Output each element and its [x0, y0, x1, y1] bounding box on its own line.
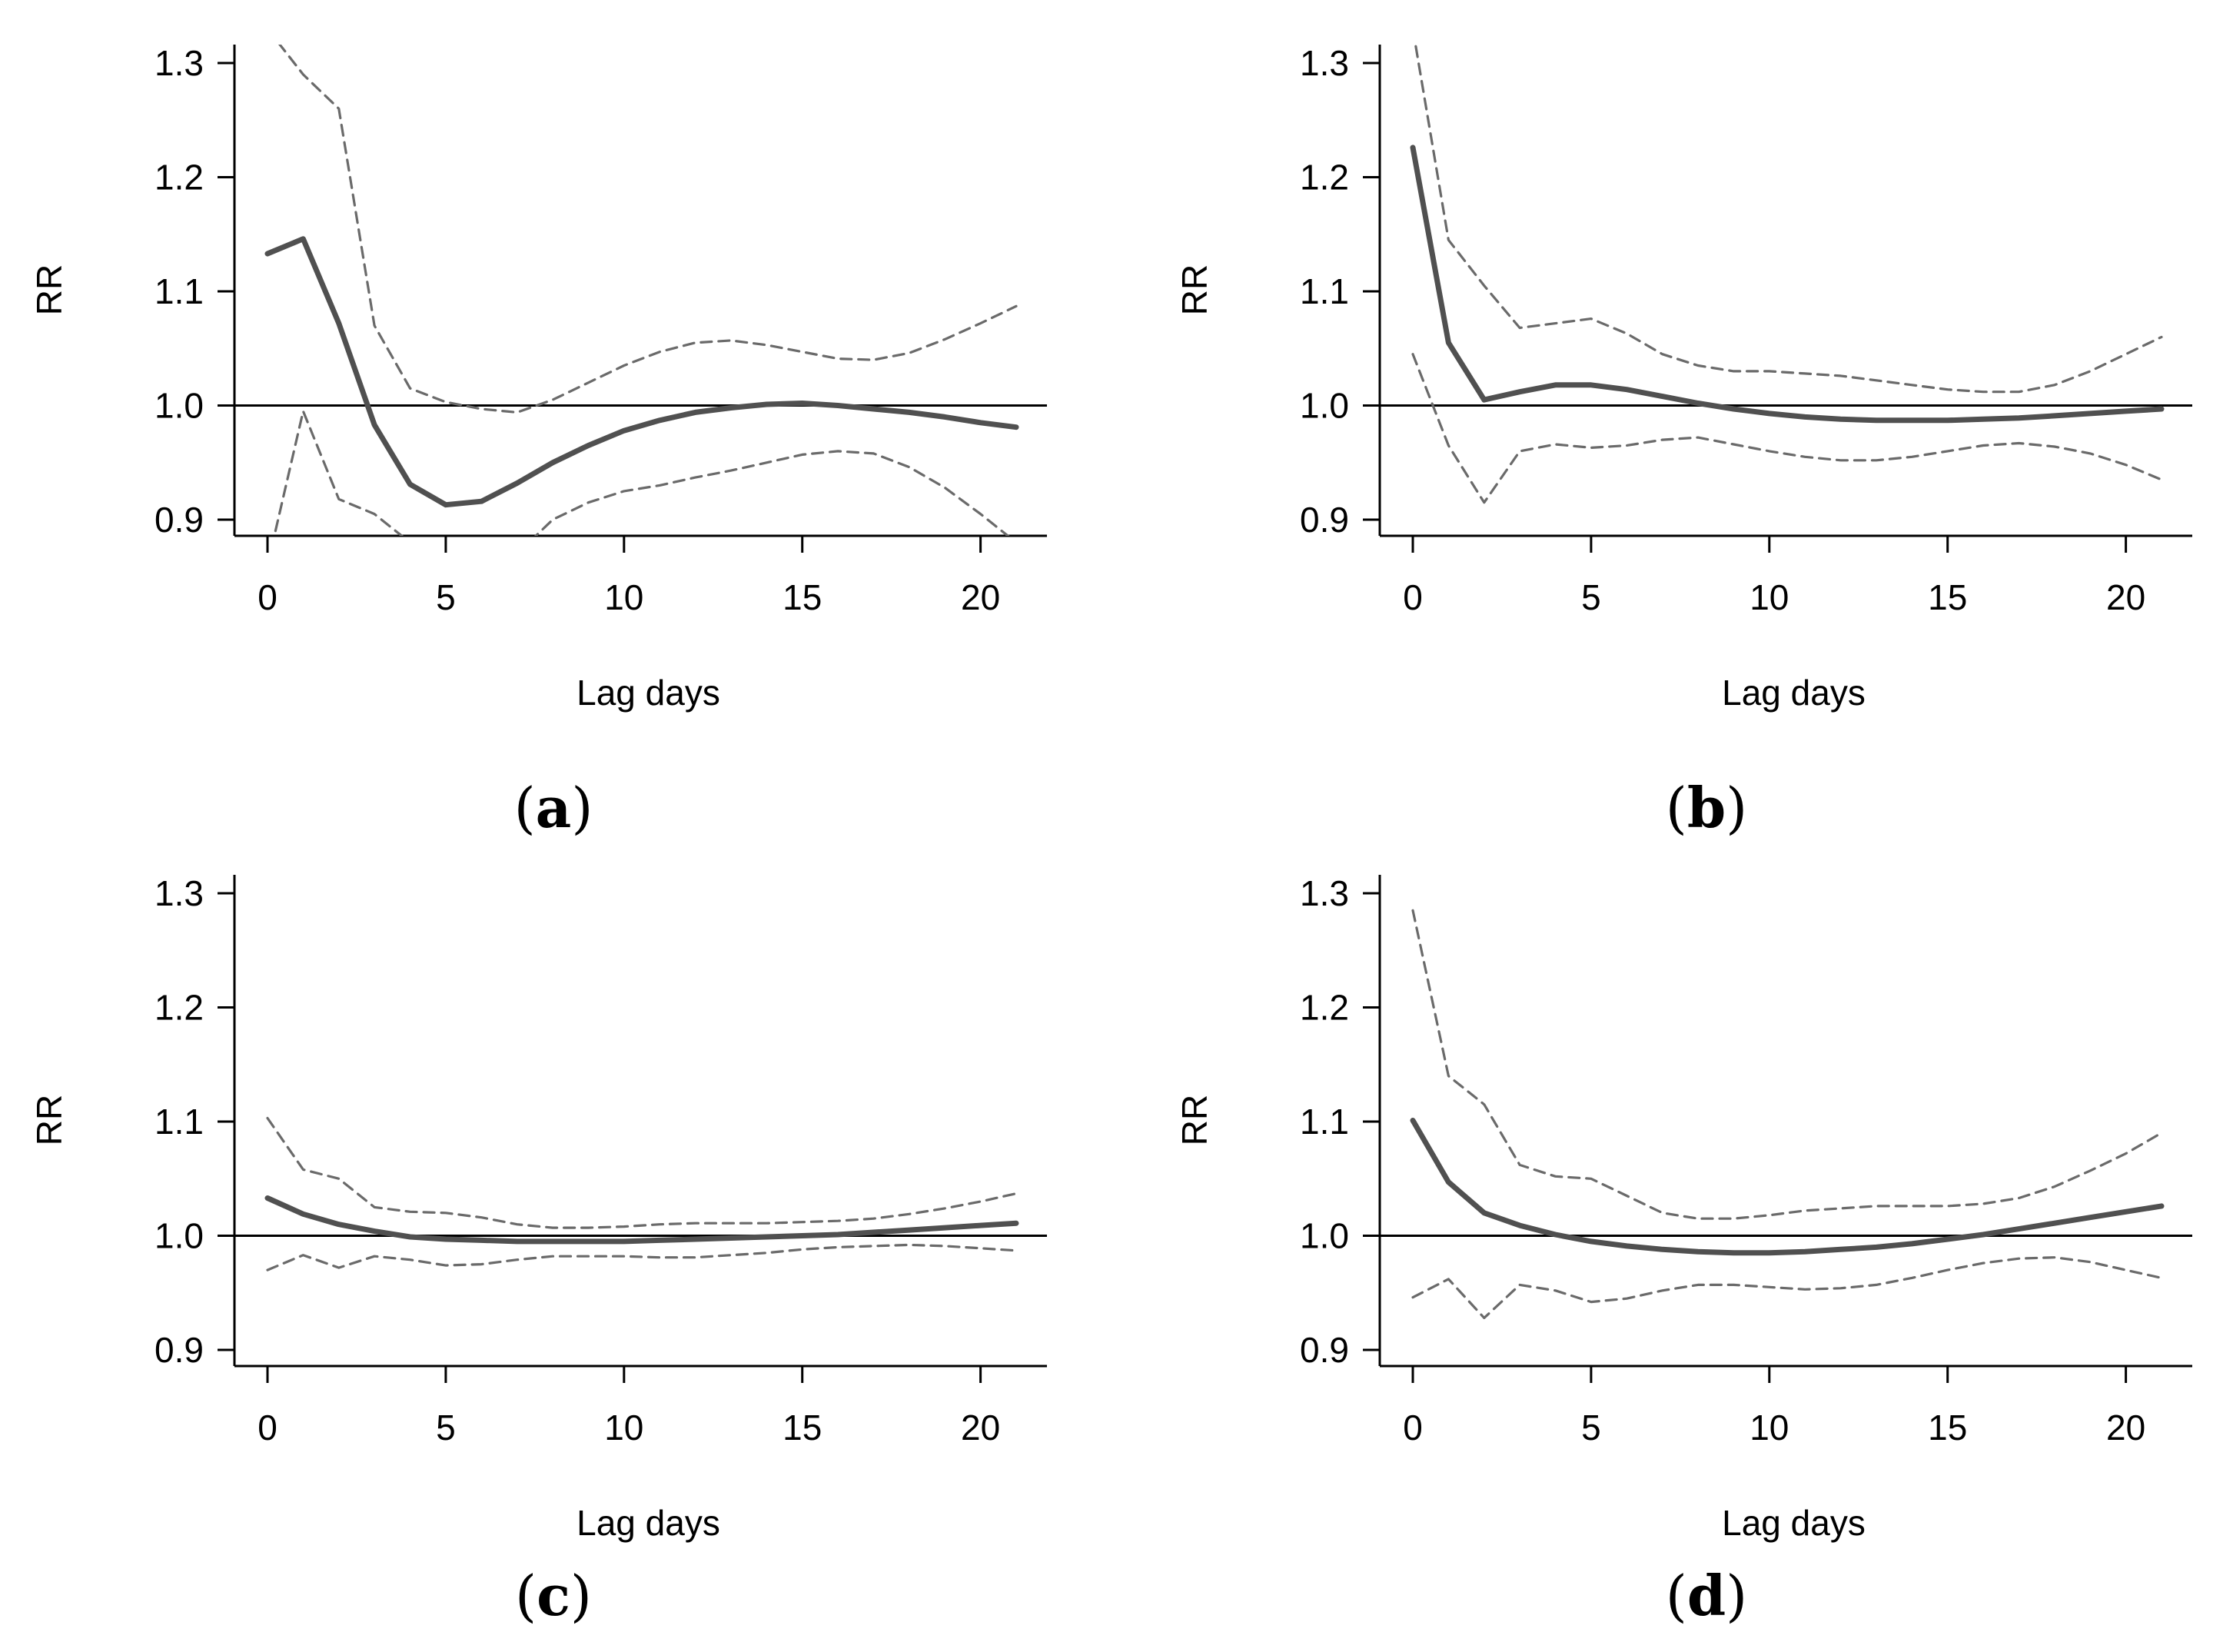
estimate-line: [264, 1195, 1019, 1245]
x-axis-title: Lag days: [577, 673, 720, 713]
chart-panel-b: 0.9 1.0 1.1 1.2 1.3 0 5 10 15 20 Lag days RR: [1175, 43, 2192, 713]
x-tick-label: 10: [604, 1408, 643, 1448]
x-tick-label: 15: [783, 1408, 822, 1448]
panel-caption-c: (c): [514, 1563, 593, 1628]
y-tick-label: 1.0: [155, 386, 204, 426]
x-tick-label: 10: [1750, 577, 1789, 617]
x-tick-label: 0: [1403, 1408, 1423, 1448]
y-tick-label: 1.2: [155, 988, 204, 1028]
x-tick-label: 0: [258, 1408, 277, 1448]
panel-letter-b: b: [1686, 775, 1726, 840]
y-tick-label: 0.9: [1300, 1330, 1349, 1370]
x-tick-label: 5: [1581, 577, 1601, 617]
upper-ci-line: [1411, 909, 2163, 1220]
x-tick-label: 5: [1581, 1408, 1601, 1448]
x-tick-label: 20: [2106, 1408, 2145, 1448]
y-axis-title: RR: [1175, 1095, 1215, 1145]
chart-panel-c: 0.9 1.0 1.1 1.2 1.3 0 5 10 15 20 Lag days RR: [29, 873, 1047, 1543]
y-tick-label: 1.3: [155, 43, 204, 83]
plot-area: [264, 45, 1019, 536]
y-tick-label: 1.1: [1300, 1102, 1349, 1142]
panel-letter-d: d: [1686, 1563, 1726, 1628]
upper-ci-line: [277, 45, 1018, 414]
upper-ci-line: [266, 1116, 1018, 1229]
chart-panel-d: 0.9 1.0 1.1 1.2 1.3 0 5 10 15 20 Lag days RR: [1175, 873, 2192, 1543]
chart-panel-a: 0.9 1.0 1.1 1.2 1.3 0 5 10 15 20 Lag days RR: [29, 43, 1047, 713]
x-tick-label: 20: [2106, 577, 2145, 617]
x-tick-label: 0: [258, 577, 277, 617]
x-tick-label: 5: [436, 1408, 456, 1448]
y-tick-label: 0.9: [155, 1330, 204, 1370]
x-tick-label: 15: [783, 577, 822, 617]
y-tick-label: 1.0: [155, 1216, 204, 1256]
plot-area: [1410, 909, 2165, 1320]
x-tick-label: 20: [961, 577, 1000, 617]
x-tick-label: 15: [1928, 577, 1967, 617]
lower-ci-line: [266, 1243, 1018, 1271]
x-axis-title: Lag days: [577, 1503, 720, 1543]
panel-caption-d: (d): [1665, 1563, 1748, 1628]
panel-letter-c: c: [537, 1563, 570, 1628]
lower-ci-line: [273, 410, 1010, 536]
y-tick-label: 0.9: [1300, 500, 1349, 540]
estimate-line: [264, 236, 1019, 508]
x-axis-title: Lag days: [1722, 1503, 1866, 1543]
plot-area: [1410, 45, 2165, 504]
y-axis-title: RR: [1175, 264, 1215, 315]
y-tick-label: 1.0: [1300, 386, 1349, 426]
panel-caption-b: (b): [1665, 775, 1748, 840]
y-axis-title: RR: [29, 264, 69, 315]
x-tick-label: 10: [1750, 1408, 1789, 1448]
x-tick-label: 20: [961, 1408, 1000, 1448]
y-axis-title: RR: [29, 1095, 69, 1145]
estimate-line: [1410, 145, 2165, 424]
x-tick-label: 5: [436, 577, 456, 617]
y-tick-label: 1.3: [1300, 43, 1349, 83]
x-tick-label: 10: [604, 577, 643, 617]
plot-area: [264, 1116, 1019, 1271]
x-axis-title: Lag days: [1722, 673, 1866, 713]
y-tick-label: 1.2: [1300, 158, 1349, 198]
y-tick-label: 1.1: [155, 1102, 204, 1142]
panel-caption-a: (a): [513, 775, 593, 840]
y-tick-label: 1.1: [1300, 271, 1349, 311]
y-tick-label: 1.2: [1300, 988, 1349, 1028]
y-tick-label: 1.2: [155, 158, 204, 198]
y-tick-label: 1.1: [155, 271, 204, 311]
x-tick-label: 15: [1928, 1408, 1967, 1448]
y-tick-label: 1.3: [1300, 873, 1349, 913]
upper-ci-line: [1414, 45, 2163, 394]
x-tick-label: 0: [1403, 577, 1423, 617]
y-tick-label: 0.9: [155, 500, 204, 540]
lower-ci-line: [1411, 353, 2163, 504]
estimate-line: [1410, 1118, 2165, 1256]
y-tick-label: 1.0: [1300, 1216, 1349, 1256]
y-tick-label: 1.3: [155, 873, 204, 913]
lower-ci-line: [1411, 1256, 2163, 1320]
panel-letter-a: a: [535, 775, 572, 840]
